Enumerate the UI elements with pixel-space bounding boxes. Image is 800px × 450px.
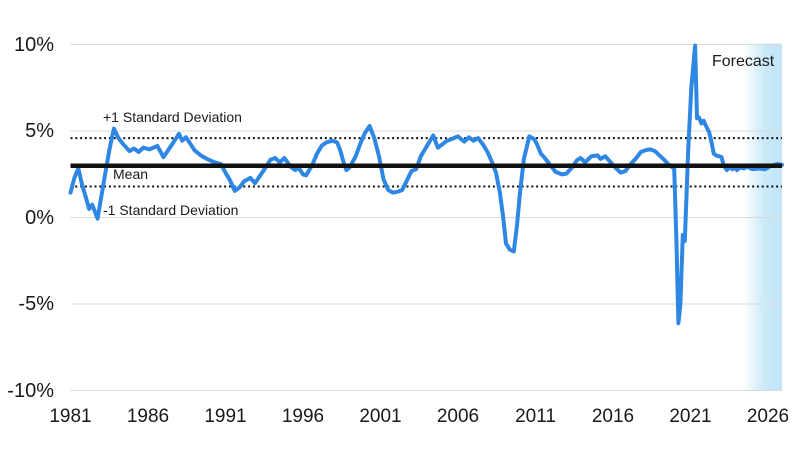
x-tick-label: 2011 xyxy=(515,406,556,427)
data-line xyxy=(68,43,784,326)
x-tick-label: 2001 xyxy=(359,406,402,427)
x-tick-label: 1996 xyxy=(281,406,325,427)
x-tick-label: 2026 xyxy=(746,406,790,427)
y-tick-label: -5% xyxy=(18,293,54,316)
x-tick-label: 2021 xyxy=(669,406,712,427)
y-tick-label: 0% xyxy=(25,206,54,229)
y-tick-label: -10% xyxy=(7,379,54,402)
minus1sd-label: -1 Standard Deviation xyxy=(103,202,239,218)
x-tick-label: 2016 xyxy=(591,406,635,427)
mean-label: Mean xyxy=(113,166,149,182)
forecast-band xyxy=(743,43,782,391)
x-tick-label: 2006 xyxy=(436,406,480,427)
forecast-label: Forecast xyxy=(712,53,775,70)
plus1sd-label: +1 Standard Deviation xyxy=(103,109,242,125)
gridlines xyxy=(70,44,782,392)
x-tick-label: 1981 xyxy=(49,406,92,427)
x-tick-label: 1991 xyxy=(204,406,247,427)
y-tick-label: 5% xyxy=(25,120,54,143)
y-tick-label: 10% xyxy=(13,33,54,56)
x-tick-label: 1986 xyxy=(126,406,170,427)
